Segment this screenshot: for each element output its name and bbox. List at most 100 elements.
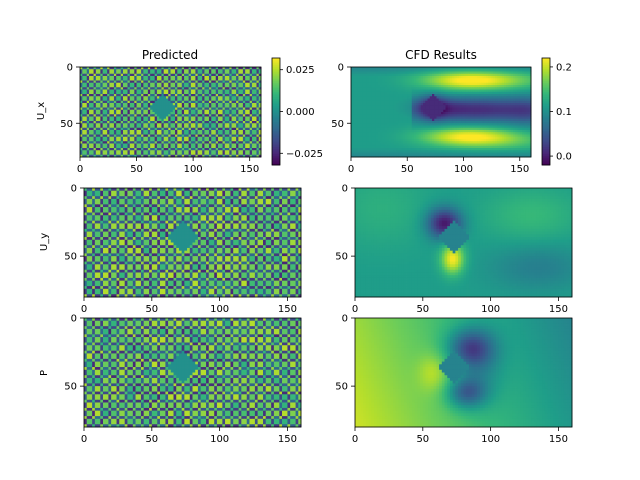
- heatmap-cell: [231, 118, 235, 122]
- heatmap-cell: [211, 103, 214, 106]
- heatmap-cell: [233, 112, 237, 115]
- heatmap-cell: [206, 87, 210, 90]
- heatmap-cell: [84, 85, 88, 88]
- heatmap-cell: [240, 112, 244, 115]
- heatmap-cell: [98, 100, 101, 104]
- heatmap-cell: [122, 87, 126, 90]
- heatmap-cell: [86, 71, 90, 75]
- heatmap-cell: [251, 67, 255, 70]
- heatmap-cell: [80, 82, 83, 86]
- heatmap-cell: [93, 82, 97, 86]
- heatmap-cell: [229, 69, 232, 72]
- heatmap-cell: [184, 89, 187, 93]
- row-label-ux: U_x: [36, 102, 47, 120]
- heatmap-cell: [86, 73, 90, 77]
- heatmap-cell: [227, 89, 230, 93]
- heatmap-cell: [254, 116, 257, 120]
- heatmap-cell: [233, 100, 237, 104]
- heatmap-cell: [231, 82, 235, 86]
- heatmap-cell: [233, 91, 237, 95]
- heatmap-cell: [93, 78, 97, 81]
- heatmap-cell: [138, 116, 142, 120]
- heatmap-cell: [98, 118, 101, 122]
- heatmap-cell: [249, 80, 253, 84]
- heatmap-cell: [145, 89, 149, 93]
- heatmap-cell: [256, 78, 260, 81]
- heatmap-cell: [163, 78, 167, 81]
- heatmap-cell: [86, 121, 90, 124]
- heatmap-cell: [199, 98, 203, 102]
- heatmap-cell: [258, 85, 262, 88]
- heatmap-cell: [132, 73, 135, 77]
- heatmap-cell: [129, 73, 133, 77]
- heatmap-cell: [95, 80, 99, 84]
- heatmap-cell: [122, 69, 126, 72]
- heatmap-cell: [204, 94, 208, 97]
- heatmap-cell: [93, 121, 97, 124]
- heatmap-cell: [186, 69, 189, 72]
- heatmap-cell: [161, 94, 165, 97]
- heatmap-cell: [145, 100, 149, 104]
- heatmap-cell: [222, 91, 226, 95]
- heatmap-cell: [220, 116, 223, 120]
- heatmap-cell: [251, 100, 255, 104]
- heatmap-cell: [91, 82, 94, 86]
- heatmap-cell: [193, 85, 196, 88]
- heatmap-cell: [134, 96, 137, 99]
- heatmap-cell: [195, 91, 199, 95]
- heatmap-cell: [236, 105, 239, 108]
- heatmap-cell: [199, 118, 203, 122]
- heatmap-cell: [215, 116, 219, 120]
- heatmap-cell: [163, 89, 167, 93]
- heatmap-cell: [208, 105, 212, 108]
- heatmap-cell: [145, 76, 149, 79]
- heatmap-cell: [251, 85, 255, 88]
- heatmap-cell: [154, 94, 158, 97]
- heatmap-cell: [100, 116, 104, 120]
- heatmap-cell: [95, 114, 99, 117]
- heatmap-cell: [218, 105, 221, 108]
- heatmap-cell: [229, 78, 232, 81]
- heatmap-cell: [168, 91, 171, 95]
- heatmap-cell: [98, 91, 101, 95]
- heatmap-cell: [120, 109, 124, 113]
- heatmap-cell: [147, 118, 151, 122]
- title-cfd-results: CFD Results: [405, 48, 477, 62]
- heatmap-cell: [206, 76, 210, 79]
- heatmap-cell: [80, 103, 83, 106]
- heatmap-cell: [91, 71, 94, 75]
- heatmap-cell: [202, 118, 205, 122]
- heatmap-cell: [186, 94, 189, 97]
- heatmap-cell: [80, 71, 83, 75]
- heatmap-cell: [197, 116, 201, 120]
- heatmap-cell: [251, 107, 255, 111]
- heatmap-cell: [143, 80, 147, 84]
- heatmap-cell: [211, 82, 214, 86]
- heatmap-cell: [222, 80, 226, 84]
- heatmap-cell: [186, 87, 189, 90]
- heatmap-cell: [156, 114, 160, 117]
- heatmap-cell: [86, 82, 90, 86]
- heatmap-cell: [256, 89, 260, 93]
- heatmap-cell: [109, 89, 113, 93]
- heatmap-cell: [213, 85, 217, 88]
- heatmap-cell: [175, 109, 178, 113]
- heatmap-cell: [98, 89, 101, 93]
- heatmap-cell: [249, 118, 253, 122]
- heatmap-cell: [122, 114, 126, 117]
- heatmap-cell: [107, 91, 110, 95]
- heatmap-cell: [170, 118, 174, 122]
- heatmap-cell: [143, 109, 147, 113]
- heatmap-cell: [109, 91, 113, 95]
- heatmap-cell: [132, 69, 135, 72]
- heatmap-cell: [242, 82, 246, 86]
- heatmap-cell: [89, 94, 92, 97]
- heatmap-cell: [222, 107, 226, 111]
- heatmap-cell: [227, 114, 230, 117]
- heatmap-cell: [82, 89, 85, 93]
- heatmap-cell: [258, 100, 262, 104]
- heatmap-cell: [95, 67, 99, 70]
- heatmap-cell: [220, 76, 223, 79]
- heatmap-cell: [193, 67, 196, 70]
- heatmap-cell: [236, 82, 239, 86]
